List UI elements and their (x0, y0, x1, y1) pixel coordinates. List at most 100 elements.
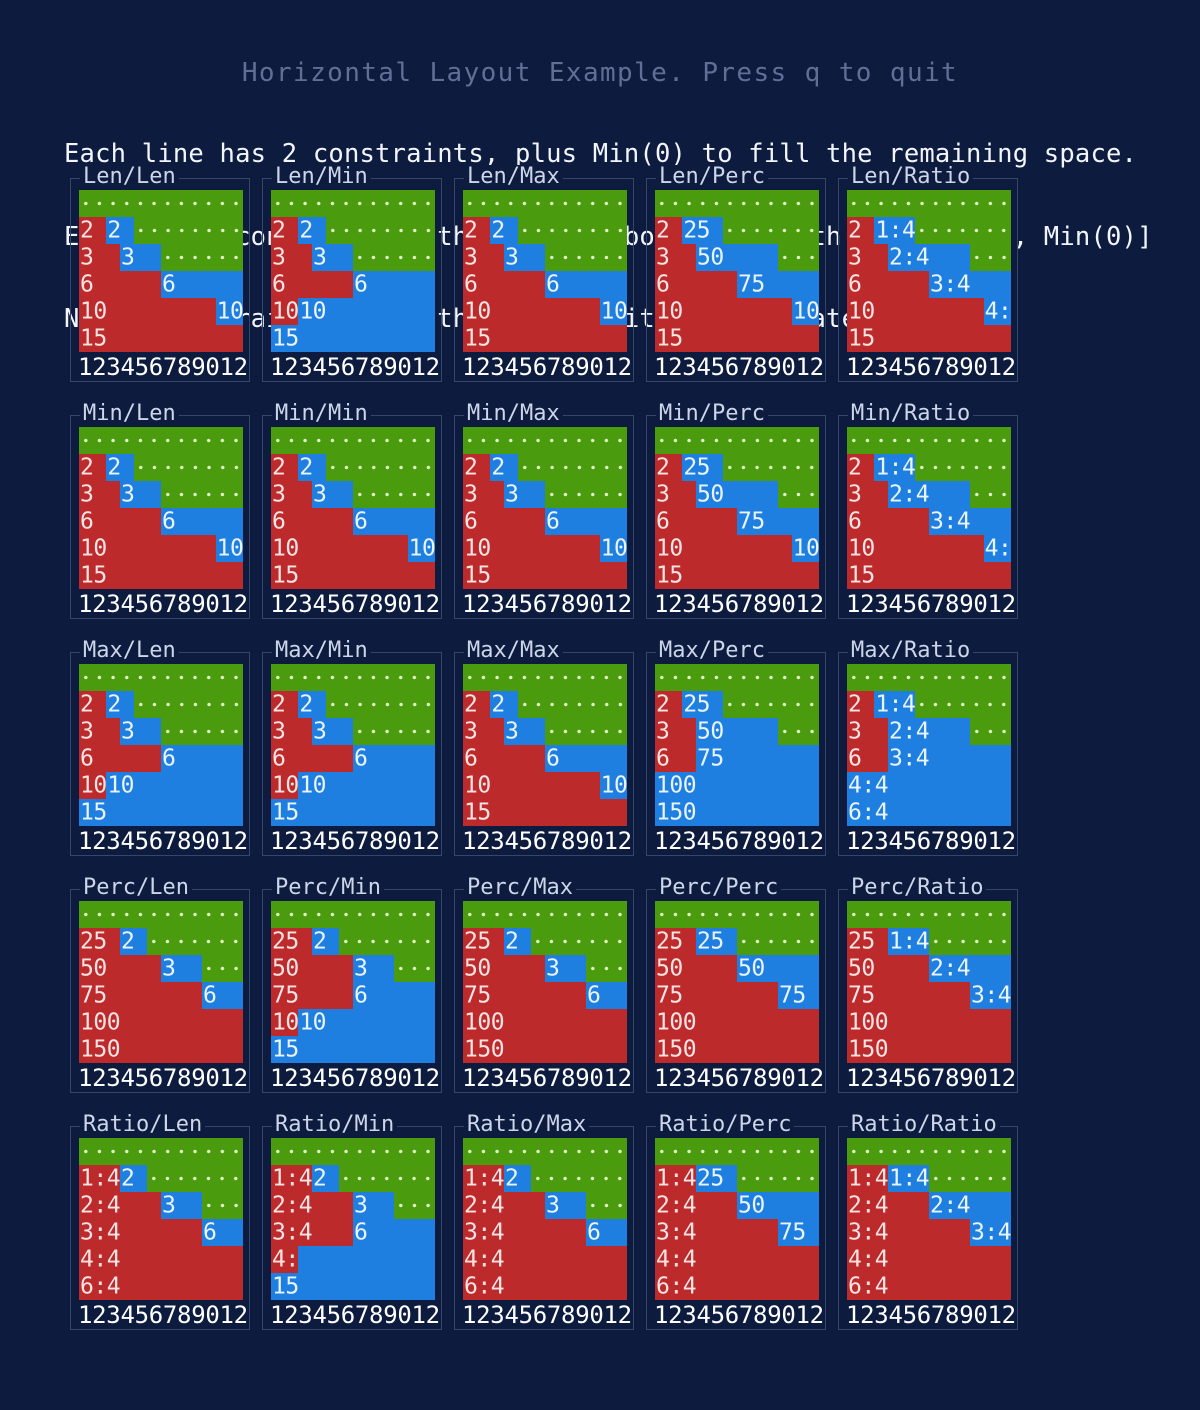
segment-label: 2 (464, 454, 478, 480)
constraint-row: 150 (847, 1036, 1011, 1063)
constraint-segment-red: 10 (79, 298, 216, 325)
constraint-canvas: 25 25 50 50 75 75 100 150 (655, 901, 819, 1083)
segment-label: 4: (984, 535, 1011, 561)
constraint-canvas: 1:4 25 2:4 50 3:4 75 4:4 6:4 (655, 1138, 819, 1320)
box-frame: Ratio/Perc 1:4 25 2:4 50 3:4 75 4:4 6:4 123456789… (646, 1113, 826, 1330)
segment-label: 2:4 (272, 1192, 313, 1218)
filler-dots-icon (353, 481, 435, 508)
constraint-segment-blue: 6 (353, 745, 435, 772)
window-title: Horizontal Layout Example. Press q to qu… (241, 58, 959, 88)
constraint-segment-red: 150 (463, 1036, 627, 1063)
constraint-segment-blue: 1:4 (874, 217, 916, 244)
constraint-segment-red: 75 (463, 982, 586, 1009)
constraint-segment-red: 6 (79, 508, 161, 535)
column-ruler: 123456789012 (654, 827, 824, 855)
column-ruler: 123456789012 (78, 353, 248, 381)
constraint-box: Len/Perc 2 25 3 50 6 75 10 10 15 123456789012 (646, 165, 828, 383)
segment-label: 6 (203, 982, 217, 1008)
filler-dots-icon (147, 928, 243, 955)
segment-label: 6 (354, 745, 368, 771)
filler-dots-icon (778, 481, 819, 508)
segment-label: 3 (121, 244, 135, 270)
constraint-row (271, 1138, 435, 1165)
box-frame: Min/Ratio 2 1:4 3 2:4 6 3:4 10 4: 15 123456789012 (838, 402, 1018, 619)
box-frame: Perc/Ratio 25 1:4 50 2:4 75 3:4 100 150 123456789… (838, 876, 1018, 1093)
segment-label: 75 (779, 1219, 806, 1245)
constraint-segment-red: 2 (79, 217, 107, 244)
constraint-segment-blue: 75 (737, 508, 819, 535)
segment-label: 4:10 (272, 1246, 299, 1272)
column-ruler: 123456789012 (462, 827, 632, 855)
constraint-segment-red: 2 (463, 454, 491, 481)
constraint-segment-green (847, 664, 1011, 691)
constraint-row: 25 1:4 (847, 928, 1011, 955)
segment-label: 2 (491, 691, 505, 717)
constraint-segment-red: 6:4 (79, 1273, 243, 1300)
constraint-segment-red: 3 (79, 244, 120, 271)
segment-label: 2 (121, 1165, 135, 1191)
constraint-segment-blue: 15 (271, 1273, 435, 1300)
segment-label: 3:4 (80, 1219, 121, 1245)
segment-label: 6 (848, 745, 862, 771)
filler-dots-icon (271, 1138, 435, 1165)
constraint-segment-green (655, 901, 819, 928)
segment-label: 6 (80, 745, 94, 771)
constraint-row: 150 (655, 799, 819, 826)
box-frame: Perc/Min 25 2 50 3 75 6 10 10 15 123456789012 (262, 876, 442, 1093)
box-title: Ratio/Ratio (848, 1113, 1000, 1137)
constraint-canvas: 2 2 3 3 6 6 10 10 15 (271, 427, 435, 609)
constraint-segment-blue: 3 (504, 481, 545, 508)
constraint-row: 1:4 2 (79, 1165, 243, 1192)
segment-label: 2:4 (656, 1192, 697, 1218)
constraint-box: Ratio/Perc 1:4 25 2:4 50 3:4 75 4:4 6:4 123456789… (646, 1113, 828, 1331)
constraint-segment-green (545, 244, 627, 271)
segment-label: 25 (683, 691, 711, 717)
constraint-row: 1:4 2 (463, 1165, 627, 1192)
constraint-row: 15 (271, 799, 435, 826)
segment-label: 4:4 (848, 772, 889, 798)
constraint-row: 50 50 (655, 955, 819, 982)
constraint-row: 3 50 (655, 481, 819, 508)
constraint-canvas: 25 2 50 3 75 6 10 10 15 (271, 901, 435, 1083)
segment-label: 15 (80, 562, 107, 588)
constraint-segment-green (79, 664, 243, 691)
constraint-segment-green (970, 244, 1011, 271)
constraint-segment-blue: 2 (298, 217, 326, 244)
segment-label: 3 (162, 955, 176, 981)
box-title: Max/Len (80, 639, 179, 663)
constraint-segment-blue: 6 (161, 508, 243, 535)
constraint-segment-red: 15 (847, 562, 1011, 589)
constraint-row: 6:4 (655, 1273, 819, 1300)
constraint-row: 15 (271, 325, 435, 352)
segment-label: 6 (546, 271, 560, 297)
segment-label: 1:4 (875, 454, 916, 480)
constraint-segment-green (517, 454, 627, 481)
constraint-segment-red: 2 (79, 691, 107, 718)
constraint-segment-blue: 2:4 (888, 481, 970, 508)
column-ruler: 123456789012 (846, 1064, 1016, 1092)
box-title: Perc/Perc (656, 876, 782, 900)
constraint-segment-blue: 50 (737, 1192, 819, 1219)
segment-label: 6:4 (848, 1273, 889, 1299)
segment-label: 50 (738, 955, 765, 981)
filler-dots-icon (847, 664, 1011, 691)
constraint-canvas: 25 2 50 3 75 6 100 150 (463, 901, 627, 1083)
box-title: Ratio/Perc (656, 1113, 795, 1137)
constraint-row: 150 (655, 1036, 819, 1063)
constraint-segment-blue: 3 (120, 481, 161, 508)
constraint-segment-blue: 25 (682, 691, 724, 718)
filler-dots-icon (463, 664, 627, 691)
segment-label: 4:4 (464, 1246, 505, 1272)
constraint-segment-blue: 1:4 (874, 691, 916, 718)
constraint-segment-red: 4:4 (655, 1246, 819, 1273)
constraint-segment-blue: 2:4 (888, 718, 970, 745)
constraint-segment-blue: 25 (682, 454, 724, 481)
constraint-row (271, 190, 435, 217)
constraint-segment-red: 50 (79, 955, 161, 982)
constraint-segment-blue: 10 (599, 772, 627, 799)
constraint-row: 100 (655, 772, 819, 799)
constraint-segment-red: 25 (79, 928, 120, 955)
